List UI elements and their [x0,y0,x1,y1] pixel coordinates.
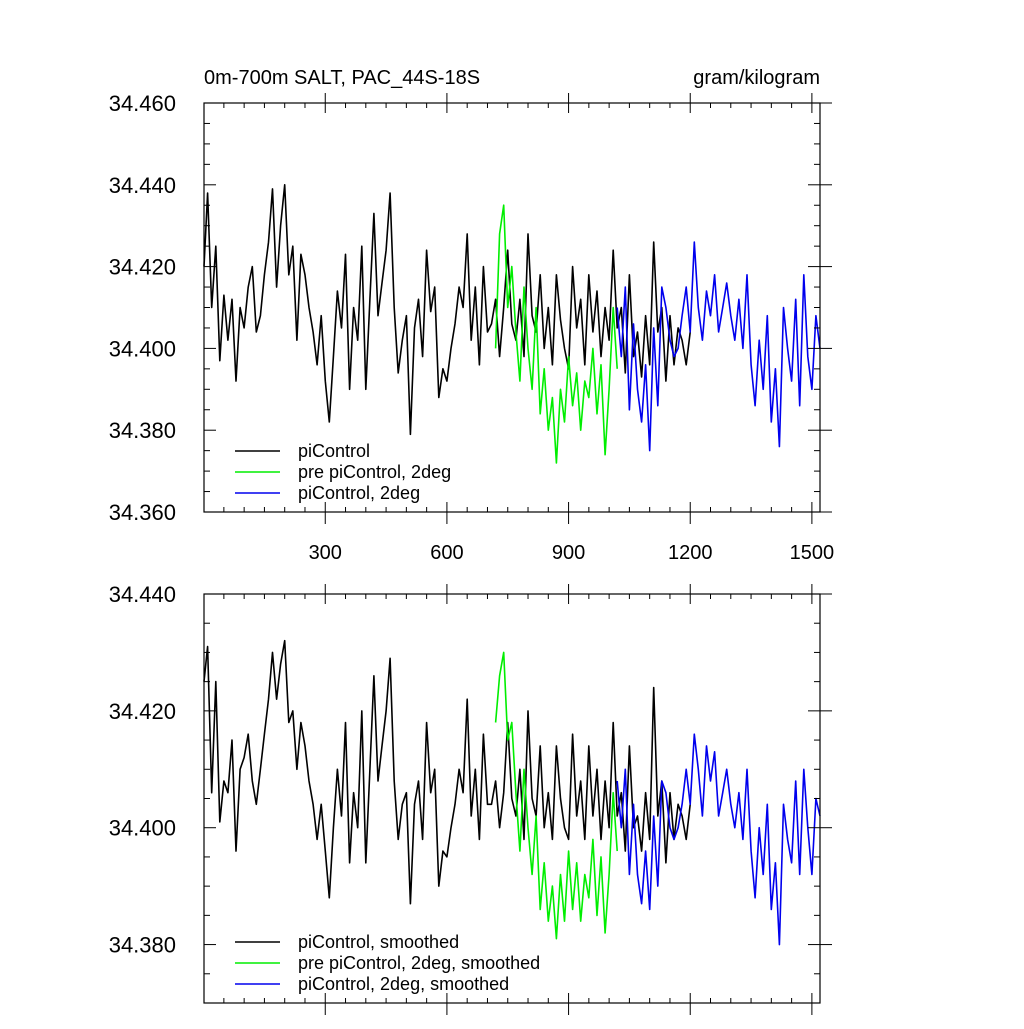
bottom-series-line-3 [616,733,821,946]
top-legend-label-2: pre piControl, 2deg [298,462,451,482]
bottom-y-tick-label: 34.420 [109,699,176,724]
top-y-tick-label: 34.360 [109,500,176,525]
bottom-y-tick-label: 34.440 [109,582,176,607]
top-x-tick-label: 300 [309,542,342,564]
top-y-tick-label: 34.380 [109,418,176,443]
bottom-legend-label-3: piControl, 2deg, smoothed [298,974,509,994]
bottom-y-tick-label: 34.400 [109,816,176,841]
top-panel: 300 600 900 1200 1500 34.360 34.380 34.400 34.42… [109,91,834,564]
top-x-tick-label: 600 [430,542,463,564]
top-y-tick-label: 34.460 [109,91,176,116]
top-x-tick-label: 1500 [790,542,835,564]
bottom-y-tick-label: 34.380 [109,933,176,958]
top-legend-label-1: piControl [298,441,370,461]
bottom-series-line-1 [203,639,691,905]
top-plot-frame [203,102,821,513]
chart-title: 0m-700m SALT, PAC_44S-18S [204,67,480,89]
top-series-line-3 [616,241,821,452]
bottom-legend-label-2: pre piControl, 2deg, smoothed [298,953,540,973]
top-legend-label-3: piControl, 2deg [298,483,420,503]
bottom-panel: 34.380 34.400 34.420 34.440 piControl, smoot… [109,582,832,1015]
top-y-tick-label: 34.440 [109,173,176,198]
top-y-tick-label: 34.400 [109,336,176,361]
top-y-tick-label: 34.420 [109,255,176,280]
top-series-line-1 [203,184,691,436]
top-series-line-2 [494,204,618,464]
chart-units: gram/kilogram [693,67,820,89]
bottom-legend-label-1: piControl, smoothed [298,932,459,952]
bottom-series-line-2 [494,651,618,940]
top-x-tick-label: 1200 [668,542,713,564]
top-x-tick-label: 900 [552,542,585,564]
